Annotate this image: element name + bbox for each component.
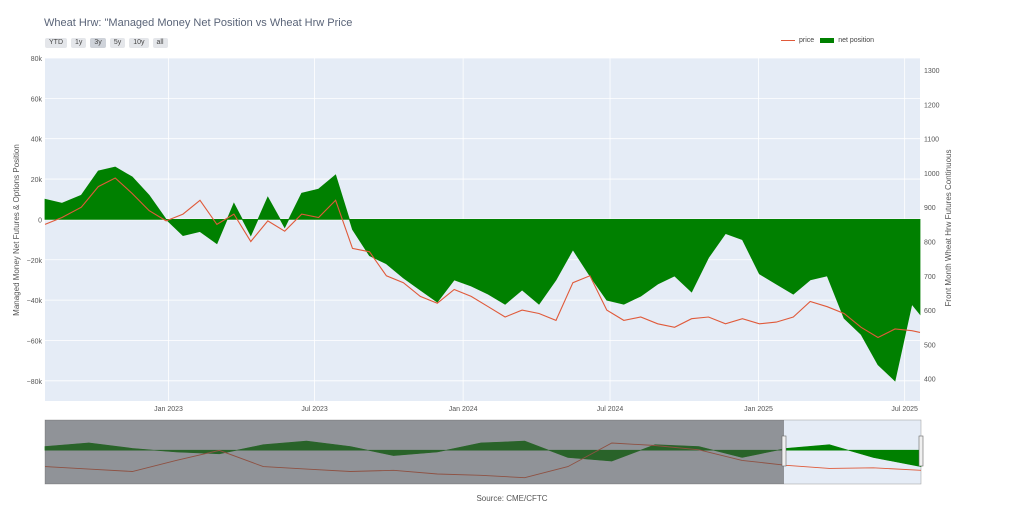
y2-tick-label: 700	[924, 274, 936, 281]
range-slider-mask	[45, 420, 784, 484]
range-button-5y[interactable]: 5y	[109, 38, 126, 48]
x-tick-label: Jan 2025	[744, 406, 773, 413]
y2-tick-label: 500	[924, 342, 936, 349]
y2-tick-label: 900	[924, 205, 936, 212]
y-tick-label: −80k	[27, 379, 43, 386]
y-tick-label: 80k	[31, 56, 43, 63]
y-tick-label: −60k	[27, 338, 43, 345]
price-line-layer	[44, 177, 921, 339]
axis-layer: 80k 60k 40k 20k 0 −20k −40k −60k −80k 1300 1200 110…	[27, 56, 940, 413]
range-button-3y[interactable]: 3y	[90, 38, 106, 48]
y-tick-label: 40k	[31, 137, 43, 144]
range-button-all[interactable]: all	[152, 38, 168, 48]
price-line	[44, 177, 921, 339]
chart-title: Wheat Hrw: "Managed Money Net Position v…	[44, 17, 353, 29]
y-tick-label: 60k	[31, 96, 43, 103]
y2-tick-label: 800	[924, 240, 936, 247]
y-tick-label: 0	[38, 217, 42, 224]
x-tick-label: Jan 2023	[154, 406, 183, 413]
x-tick-label: Jan 2024	[449, 406, 478, 413]
legend-net-position-swatch	[820, 38, 835, 43]
source-note: Source: CME/CFTC	[476, 494, 548, 503]
y-tick-label: −40k	[27, 298, 43, 305]
legend-net-position-label: net position	[838, 37, 874, 44]
y2-tick-label: 1200	[924, 102, 940, 109]
x-tick-label: Jul 2024	[597, 406, 624, 413]
legend-item-net-position[interactable]: net position	[820, 37, 874, 44]
y2-axis-title: Front Month Wheat Hrw Futures Continuous	[944, 150, 953, 307]
y-tick-label: 20k	[31, 177, 43, 184]
y2-tick-label: 1100	[924, 137, 939, 144]
net-position-area	[44, 166, 921, 382]
net-position-area-layer	[44, 166, 921, 382]
range-slider-left-handle[interactable]	[781, 435, 787, 467]
x-tick-label: Jul 2023	[301, 406, 328, 413]
y2-tick-label: 1300	[924, 68, 940, 75]
legend-price-label: price	[799, 37, 815, 44]
range-selector: YTD 1y 3y 5y 10y all	[45, 38, 168, 48]
range-button-1y[interactable]: 1y	[71, 38, 87, 48]
x-tick-label: Jul 2025	[891, 406, 918, 413]
y2-tick-label: 1000	[924, 171, 940, 178]
legend: price net position	[781, 37, 874, 44]
range-slider[interactable]	[44, 419, 924, 485]
y2-tick-label: 400	[924, 377, 936, 384]
range-button-ytd[interactable]: YTD	[45, 38, 67, 48]
range-slider-right-handle[interactable]	[918, 435, 924, 467]
range-button-10y[interactable]: 10y	[129, 38, 149, 48]
legend-item-price[interactable]: price	[781, 37, 814, 44]
legend-price-swatch	[781, 39, 795, 42]
y-tick-label: −20k	[27, 258, 43, 265]
y-axis-title: Managed Money Net Futures & Options Posi…	[12, 144, 21, 316]
y2-tick-label: 600	[924, 308, 936, 315]
chart-svg[interactable]: 80k 60k 40k 20k 0 −20k −40k −60k −80k 1300 1200 110…	[0, 0, 1024, 490]
